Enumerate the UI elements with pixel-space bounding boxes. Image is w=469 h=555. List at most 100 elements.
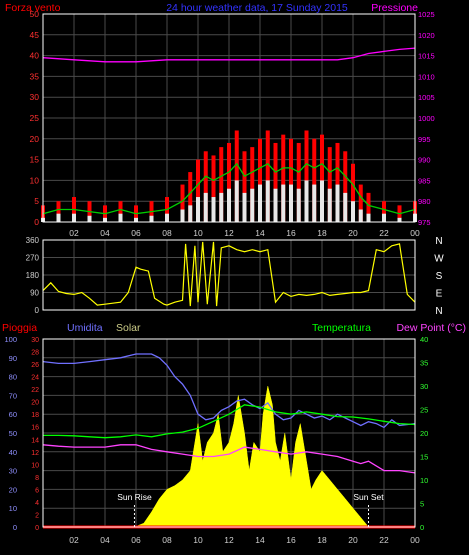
wind_gust-bar (211, 155, 216, 222)
wind_speed-bar (296, 188, 301, 222)
wind_gust-bar (382, 201, 386, 222)
temp-y-tick-label: 20 (420, 429, 428, 438)
wind_speed-bar (366, 213, 371, 222)
rain-y-tick-label: 8 (35, 475, 39, 482)
pressure-y-tick-label: 985 (418, 176, 431, 185)
temp-y-tick-label: 30 (420, 382, 428, 391)
dir-y-tick-label: 180 (26, 271, 40, 280)
humidity-label: Umidita (67, 322, 103, 334)
wind_speed-bar (219, 192, 224, 222)
pressure-y-tick-label: 1000 (418, 114, 435, 123)
rain-y-tick-label: 4 (35, 500, 39, 507)
humidity-y-tick-label: 60 (9, 410, 17, 419)
wind_speed-bar (72, 213, 76, 222)
wind_speed-bar (103, 217, 107, 222)
wind_gust-bar (366, 192, 371, 222)
dewpoint-label: Dew Point (°C) (396, 322, 466, 334)
dew_point-line (42, 444, 416, 474)
env-frame (42, 338, 416, 528)
wind-x-tick-label: 04 (100, 228, 110, 238)
wind_gust-bar (296, 142, 301, 222)
humidity-y-tick-label: 90 (9, 354, 17, 363)
wind_speed-bar (289, 184, 293, 222)
rain-y-tick-label: 0 (35, 525, 39, 532)
wind_gust-bar (242, 151, 247, 222)
pressure-y-tick-label: 1015 (418, 52, 435, 61)
rain-label: Pioggia (2, 322, 37, 334)
rain-y-tick-label: 24 (31, 375, 39, 382)
humidity-y-tick-label: 40 (9, 448, 17, 457)
temp-y-tick-label: 0 (420, 523, 424, 532)
wind_speed-bar (165, 213, 169, 222)
temperature-line (43, 404, 416, 439)
env-x-tick-label: 08 (162, 535, 172, 545)
wind-x-tick-label: 14 (255, 228, 265, 238)
wind-y-tick-label: 20 (30, 134, 40, 144)
wind_gust-bar (335, 142, 340, 222)
wind_gust-bar (56, 201, 61, 222)
wind_gust-bar (258, 138, 262, 222)
wind_speed-bar (56, 213, 61, 222)
rain-y-tick-label: 28 (31, 350, 39, 357)
wind-x-tick-label: 10 (193, 228, 203, 238)
rain-y-tick-label: 14 (31, 437, 39, 444)
humidity-y-tick-label: 0 (13, 523, 17, 532)
wind_speed-bar (134, 217, 138, 222)
wind_gust-bar (289, 138, 293, 222)
compass-label: N (435, 306, 442, 317)
wind_speed-bar (320, 180, 324, 222)
wind_gust-bar (250, 147, 255, 222)
wind_speed-bar (149, 215, 154, 222)
wind-x-tick-label: 20 (348, 228, 358, 238)
wind-y-tick-label: 40 (30, 51, 40, 61)
wind_speed-bar (327, 188, 332, 222)
wind-y-tick-label: 50 (30, 9, 40, 19)
wind_speed-bar (180, 209, 185, 222)
humidity-y-tick-label: 70 (9, 391, 17, 400)
pressure-y-tick-label: 1005 (418, 93, 435, 102)
sun-marker-label: Sun Rise (117, 492, 152, 502)
humidity-y-tick-label: 20 (9, 485, 17, 494)
wind-frame (42, 13, 416, 223)
rain-y-tick-label: 22 (31, 387, 39, 394)
temp-y-tick-label: 25 (420, 406, 428, 415)
env-x-tick-label: 20 (348, 535, 358, 545)
env-x-tick-label: 04 (100, 535, 110, 545)
wind_gust-bar (118, 201, 123, 222)
wind_gust-bar (273, 142, 278, 222)
wind-x-tick-label: 00 (410, 228, 420, 238)
wind_speed-bar (227, 188, 231, 222)
compass-label: N (435, 236, 442, 247)
wind_gust-bar (234, 130, 239, 222)
wind_speed-bar (343, 192, 348, 222)
pressure-title: Pressione (371, 2, 418, 14)
wind_gust-bar (358, 184, 363, 222)
temp-y-tick-label: 10 (420, 476, 428, 485)
wind_gust-bar (304, 130, 309, 222)
wind_gust-bar (312, 138, 317, 222)
temp-y-tick-label: 5 (420, 500, 424, 509)
env-x-tick-label: 00 (410, 535, 420, 545)
rain-y-tick-label: 20 (31, 400, 39, 407)
humidity-y-tick-label: 50 (9, 429, 17, 438)
rain-y-tick-label: 18 (31, 412, 39, 419)
dir-y-tick-label: 270 (26, 254, 40, 263)
wind_gust-bar (203, 151, 208, 222)
wind_gust-bar (219, 147, 224, 222)
wind-y-tick-label: 30 (30, 92, 40, 102)
env-x-tick-label: 16 (286, 535, 296, 545)
wind_gust-bar (351, 163, 355, 222)
wind_speed-bar (258, 184, 262, 222)
temp-y-tick-label: 15 (420, 453, 428, 462)
wind-y-tick-label: 0 (34, 217, 39, 227)
wind_speed-bar (273, 188, 278, 222)
dir-y-tick-label: 90 (30, 289, 39, 298)
wind-y-tick-label: 10 (30, 175, 40, 185)
wind-direction-line (42, 241, 416, 307)
wind_speed-bar (188, 205, 193, 222)
wind_gust-bar (320, 134, 324, 222)
rain-y-tick-label: 2 (35, 512, 39, 519)
wind_speed-bar (382, 213, 386, 222)
wind-x-tick-label: 02 (69, 228, 79, 238)
